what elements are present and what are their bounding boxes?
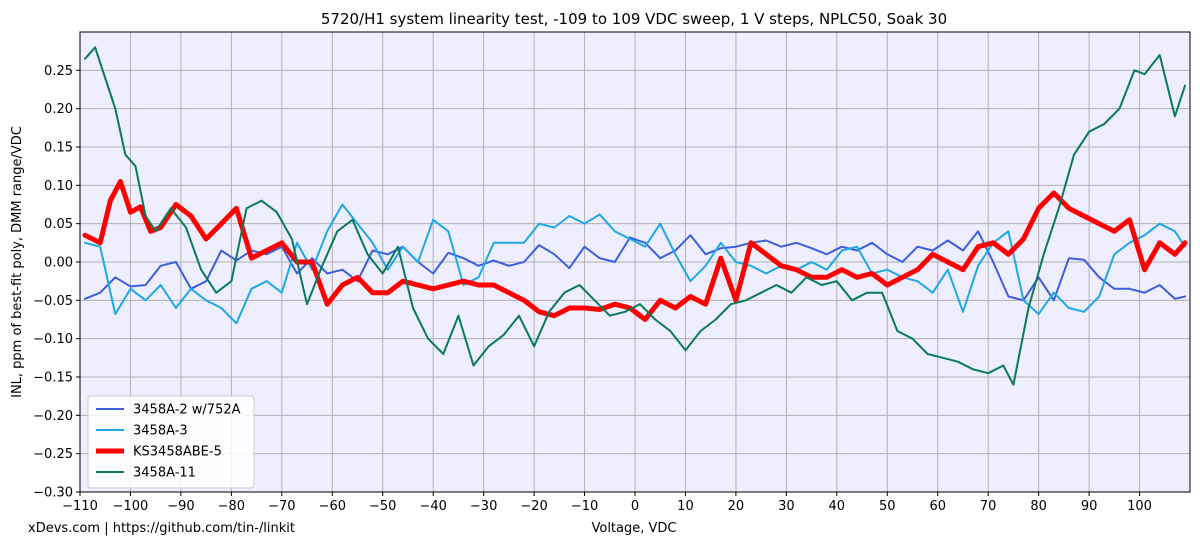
x-tick-label: −100	[113, 499, 149, 514]
chart-title: 5720/H1 system linearity test, -109 to 1…	[321, 10, 947, 28]
footer-credit: xDevs.com | https://github.com/tin-/link…	[28, 521, 295, 536]
series-line-ks3458abe-5	[82, 179, 1188, 322]
y-tick-label: 0.15	[44, 141, 73, 156]
x-tick-label: 0	[631, 499, 639, 514]
y-tick-label: −0.25	[33, 447, 73, 462]
y-tick-label: 0.25	[44, 64, 73, 79]
series-line-3458a-11	[84, 46, 1186, 386]
grid-lines	[79, 32, 1190, 493]
y-tick-label: −0.10	[33, 332, 73, 347]
x-tick-label: 20	[728, 499, 745, 514]
x-tick-label: 100	[1127, 499, 1152, 514]
legend-box	[87, 395, 255, 489]
y-tick-label: 0.00	[44, 256, 73, 271]
x-axis-label: Voltage, VDC	[591, 521, 676, 536]
x-tick-label: 40	[829, 499, 846, 514]
y-tick-label: 0.10	[44, 179, 73, 194]
x-tick-label: 70	[980, 499, 997, 514]
x-tick-label: −60	[319, 499, 346, 514]
x-tick-label: −10	[571, 499, 598, 514]
y-tick-label: −0.15	[33, 371, 73, 386]
x-tick-label: −30	[470, 499, 497, 514]
x-tick-label: 10	[677, 499, 694, 514]
x-tick-label: −90	[167, 499, 194, 514]
x-tick-label: −80	[218, 499, 245, 514]
x-tick-label: 80	[1030, 499, 1047, 514]
series-line-3458a-2-w-752a	[84, 230, 1186, 302]
x-tick-label: 60	[929, 499, 946, 514]
legend: 3458A-2 w/752A 3458A-3 KS3458ABE-5 3458A-11	[87, 395, 255, 489]
x-tick-label: −50	[369, 499, 396, 514]
y-axis-label: INL, ppm of best-fit poly, DMM range/VDC	[10, 126, 25, 398]
y-axis-ticks: −0.30 −0.25 −0.20 −0.15 −0.10 −0.05 0.00 0.05 0.…	[33, 64, 80, 501]
x-tick-label: −70	[268, 499, 295, 514]
series-line-3458a-3	[84, 203, 1186, 325]
y-tick-label: 0.20	[44, 102, 73, 117]
x-tick-label: −110	[62, 499, 98, 514]
x-tick-label: 30	[778, 499, 795, 514]
x-tick-label: 50	[879, 499, 896, 514]
legend-label: 3458A-11	[133, 466, 196, 481]
x-axis-ticks: −110 −100 −90 −80 −70 −60 −50 −40 −30 −20 −10 0 10 20…	[62, 492, 1152, 514]
series-lines	[82, 46, 1188, 386]
x-tick-label: −20	[520, 499, 547, 514]
x-tick-label: 90	[1081, 499, 1098, 514]
x-tick-label: −40	[419, 499, 446, 514]
legend-label: 3458A-3	[133, 424, 188, 439]
y-tick-label: −0.30	[33, 486, 73, 501]
y-tick-label: −0.20	[33, 409, 73, 424]
legend-label: KS3458ABE-5	[133, 445, 222, 460]
y-tick-label: 0.05	[44, 217, 73, 232]
y-tick-label: −0.05	[33, 294, 73, 309]
legend-label: 3458A-2 w/752A	[133, 403, 241, 418]
